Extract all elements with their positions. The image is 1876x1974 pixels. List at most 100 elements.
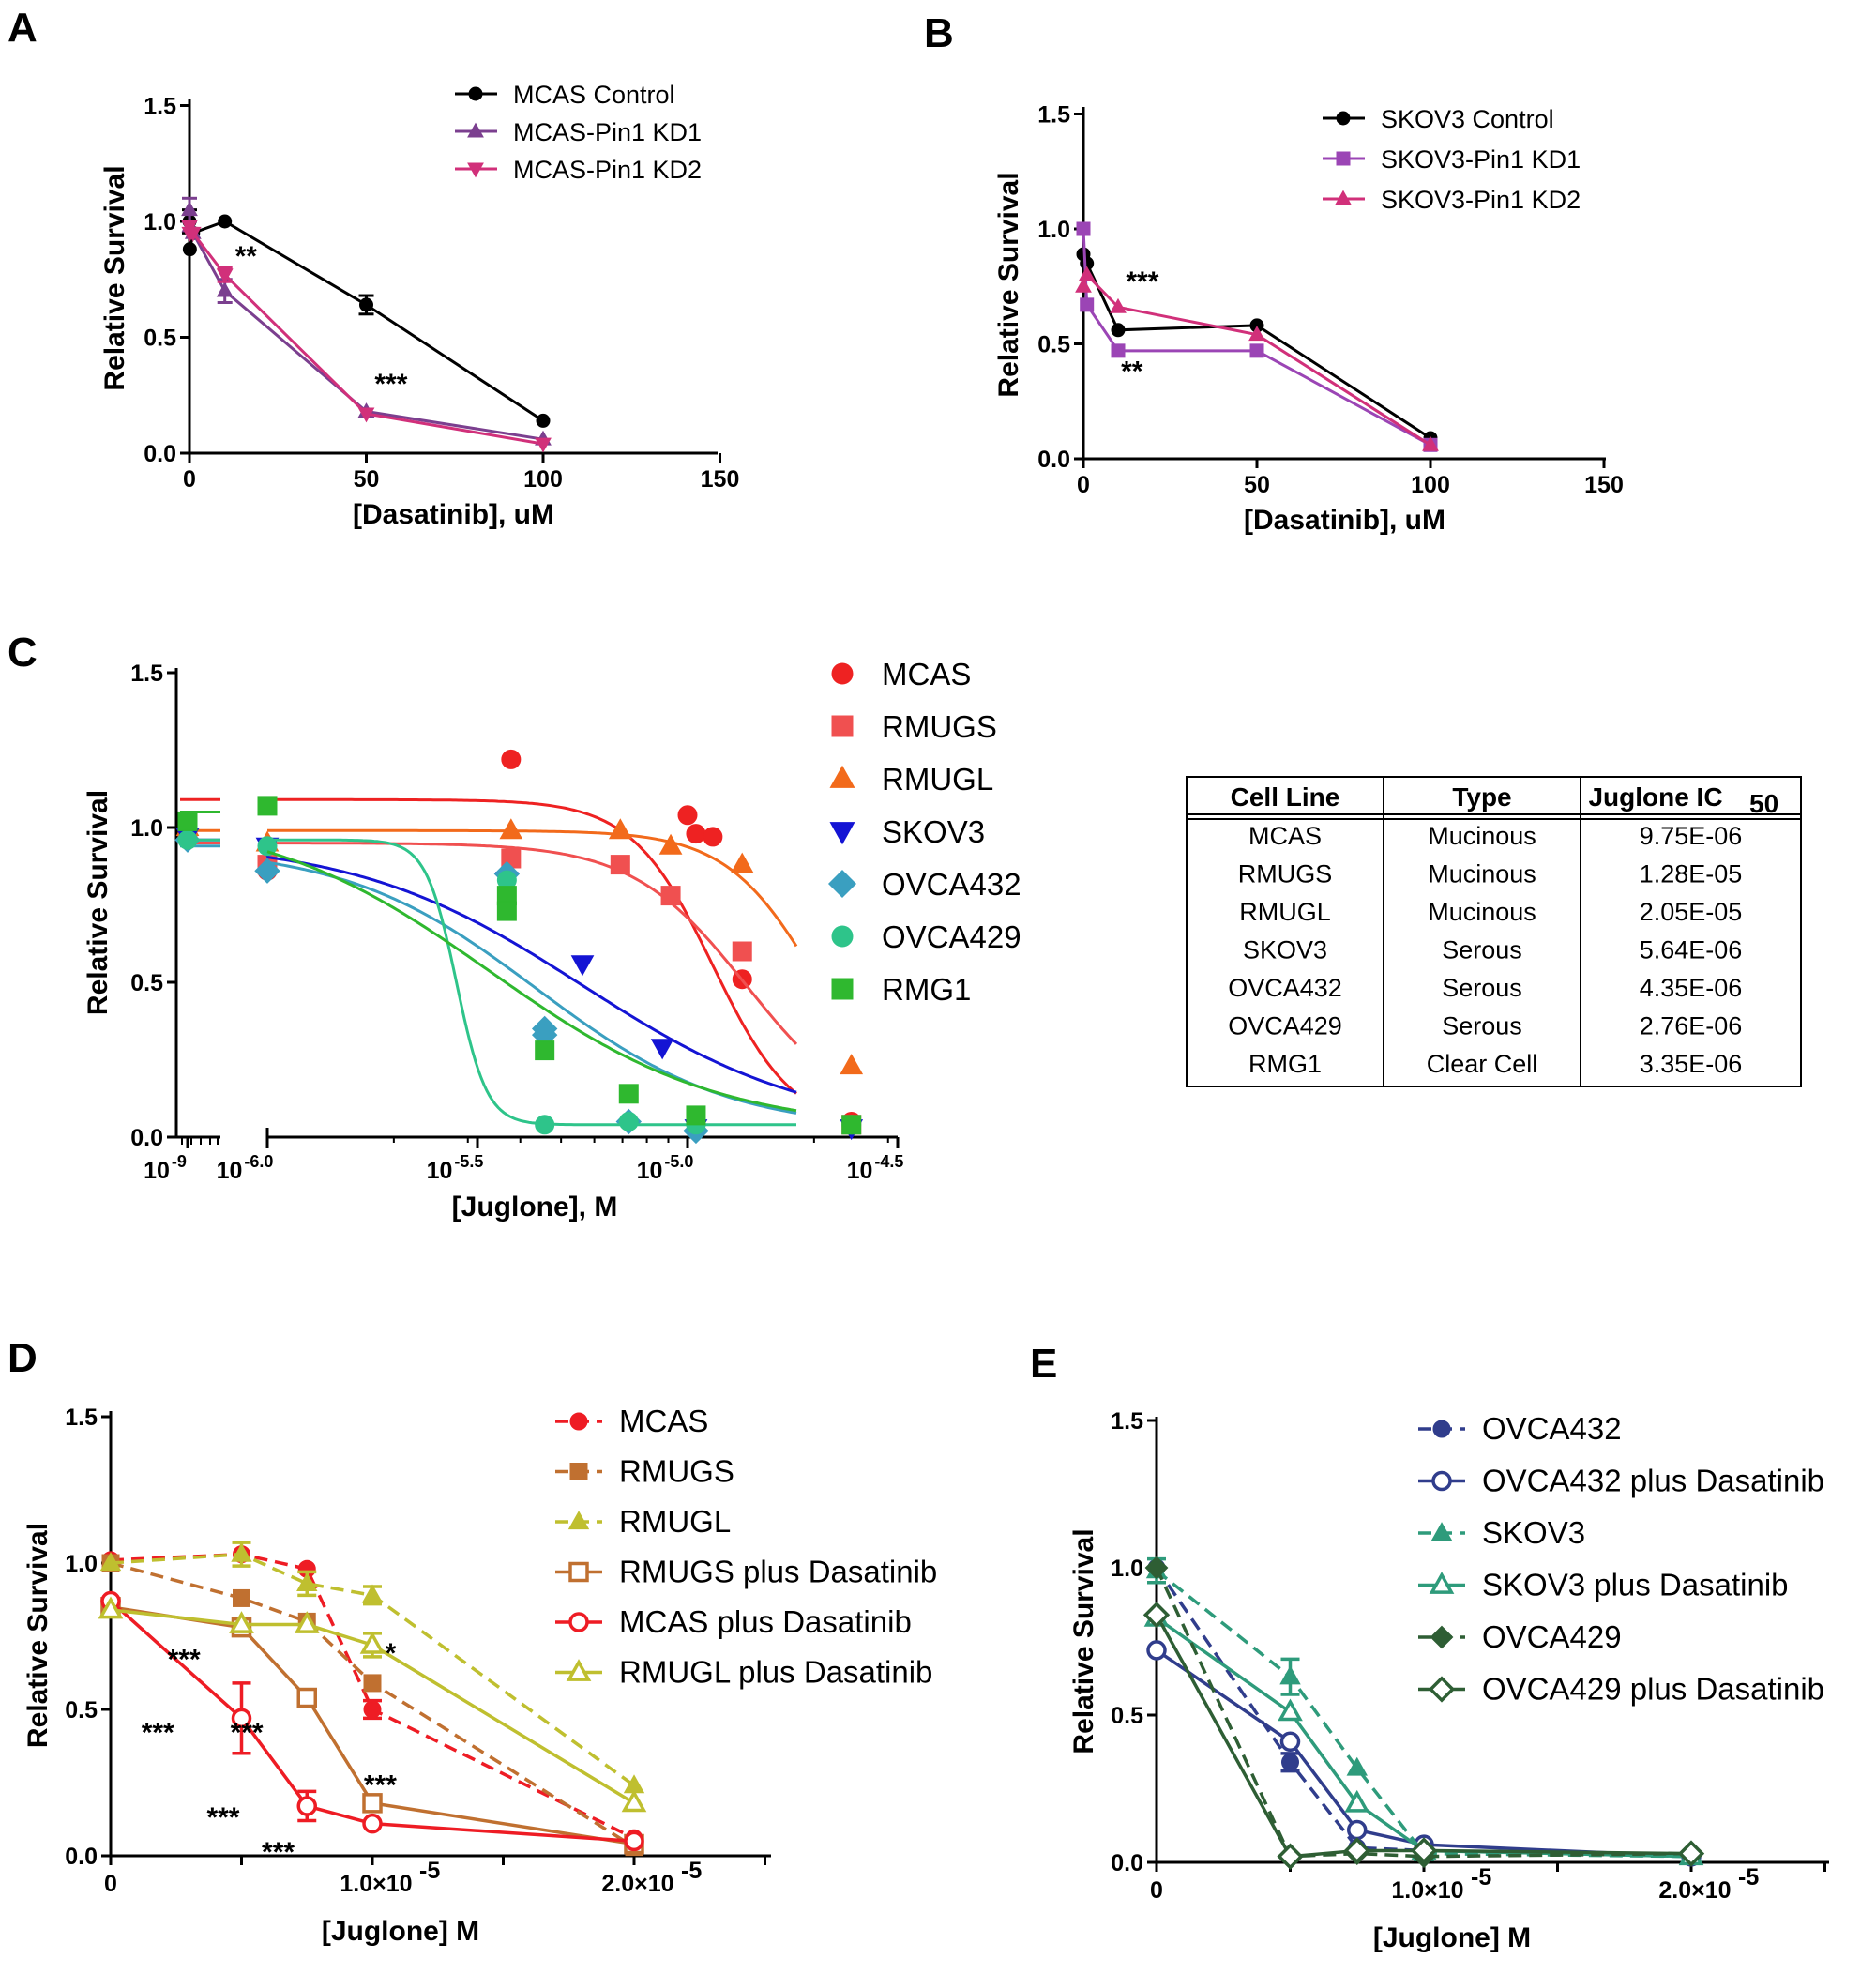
y-tick-label: 0.0 bbox=[130, 1125, 163, 1151]
data-point bbox=[535, 437, 552, 453]
table-cell: 9.75E-06 bbox=[1640, 822, 1743, 850]
data-point bbox=[231, 1542, 252, 1562]
y-tick-label: 0.0 bbox=[1111, 1850, 1143, 1876]
data-point bbox=[841, 1115, 862, 1135]
data-point bbox=[1677, 1840, 1705, 1867]
data-point bbox=[361, 1584, 384, 1603]
y-axis-title: Relative Survival bbox=[1068, 1528, 1099, 1754]
x-tick-label: 2.0×10 bbox=[1658, 1877, 1731, 1904]
legend-marker bbox=[568, 1612, 589, 1632]
data-point bbox=[216, 281, 234, 297]
data-point bbox=[254, 858, 280, 884]
data-point bbox=[177, 829, 198, 850]
panel-label: D bbox=[8, 1335, 38, 1381]
table-cell: Serous bbox=[1442, 936, 1522, 964]
data-point bbox=[181, 201, 198, 217]
x-tick-label: 50 bbox=[354, 466, 380, 493]
legend-label: MCAS bbox=[882, 657, 971, 691]
y-tick-label: 1.0 bbox=[65, 1551, 98, 1577]
x-tick-exponent: -5.5 bbox=[454, 1152, 483, 1171]
data-point bbox=[501, 749, 522, 769]
legend-label: MCAS plus Dasatinib bbox=[619, 1604, 912, 1639]
significance-marker: *** bbox=[364, 1769, 397, 1800]
panel-a: A 0.0 0.5 1.0 1.5 0 50 100 150 [Dasatinib], uM Rel… bbox=[8, 5, 739, 530]
legend-label: OVCA429 bbox=[1482, 1619, 1622, 1654]
x-tick-label: 10 -4.5 bbox=[847, 1152, 904, 1184]
data-point bbox=[1277, 1843, 1304, 1870]
legend-marker bbox=[831, 978, 854, 1000]
data-point bbox=[1142, 1602, 1171, 1629]
data-point bbox=[1110, 297, 1127, 313]
legend-marker bbox=[1431, 1470, 1452, 1492]
panel-b: B 0.0 0.5 1.0 1.5 0 50 100 150 [Dasatinib], uM Rel… bbox=[924, 10, 1624, 536]
series-skov3-pin1-kd2 bbox=[1075, 266, 1439, 451]
legend-marker bbox=[567, 1511, 590, 1530]
legend-label: RMUGL plus Dasatinib bbox=[619, 1655, 932, 1690]
panel-c: C 0.0 0.5 1.0 1.5 10 -9 10 -6.0 10 -5.5 10 -5.0 10 -4.… bbox=[8, 630, 1021, 1222]
data-point bbox=[840, 1054, 864, 1075]
data-point bbox=[703, 827, 723, 847]
data-point bbox=[1344, 1789, 1370, 1813]
legend-marker bbox=[1336, 111, 1351, 126]
x-tick-label: 10 -9 bbox=[144, 1152, 187, 1184]
data-point bbox=[1422, 435, 1439, 451]
legend-marker bbox=[1428, 1676, 1456, 1703]
data-point bbox=[686, 1105, 706, 1126]
significance-marker: * bbox=[386, 1638, 397, 1669]
legend-marker bbox=[467, 122, 484, 138]
significance-marker: *** bbox=[262, 1837, 295, 1868]
series-ovca429 bbox=[1144, 1556, 1703, 1869]
legend-marker bbox=[569, 1412, 588, 1431]
data-point bbox=[177, 811, 198, 831]
table-cell: 2.76E-06 bbox=[1640, 1012, 1743, 1040]
y-tick-label: 1.5 bbox=[1037, 102, 1070, 129]
x-tick-label: 10 -5.0 bbox=[637, 1152, 694, 1184]
legend-label: OVCA429 plus Dasatinib bbox=[1482, 1672, 1824, 1707]
data-point bbox=[618, 1112, 639, 1131]
legend-marker bbox=[1336, 151, 1351, 166]
legend-marker bbox=[566, 1659, 592, 1681]
y-axis-title: Relative Survival bbox=[993, 172, 1024, 397]
data-point bbox=[257, 836, 278, 857]
legend-marker bbox=[1429, 1572, 1455, 1594]
x-tick-exponent: -5 bbox=[681, 1858, 702, 1884]
data-point bbox=[363, 1674, 382, 1693]
x-tick-label: 150 bbox=[1584, 472, 1624, 498]
x-axis-title: [Dasatinib], uM bbox=[1244, 505, 1445, 536]
significance-marker: *** bbox=[168, 1644, 201, 1675]
y-tick-label: 0.5 bbox=[1037, 332, 1070, 358]
legend-marker bbox=[1432, 1420, 1451, 1438]
data-point bbox=[1343, 1837, 1370, 1864]
panel-label: C bbox=[8, 630, 38, 676]
y-tick-label: 0.0 bbox=[65, 1844, 98, 1870]
data-point bbox=[618, 1084, 639, 1104]
data-point bbox=[257, 796, 278, 816]
legend-label: SKOV3-Pin1 KD1 bbox=[1381, 145, 1581, 174]
legend-marker bbox=[467, 162, 484, 178]
panel-label: B bbox=[924, 10, 954, 56]
panel-label: E bbox=[1030, 1341, 1057, 1387]
data-point bbox=[1281, 1753, 1299, 1771]
legend-marker bbox=[827, 869, 857, 899]
legend-marker bbox=[831, 925, 854, 948]
x-axis-title: [Juglone] M bbox=[322, 1916, 479, 1947]
x-axis-title: [Dasatinib], uM bbox=[353, 499, 554, 530]
data-point bbox=[1279, 1731, 1301, 1753]
significance-marker: ** bbox=[1121, 357, 1143, 387]
y-tick-label: 1.5 bbox=[1111, 1408, 1143, 1435]
data-point bbox=[357, 407, 375, 423]
data-point bbox=[535, 1115, 555, 1135]
fit-curve bbox=[266, 856, 797, 1094]
table-cell: Clear Cell bbox=[1427, 1050, 1538, 1078]
legend-label: OVCA429 bbox=[882, 919, 1021, 954]
series-mcas bbox=[177, 749, 862, 1131]
table-cell: OVCA432 bbox=[1228, 974, 1342, 1002]
x-tick-label: 0 bbox=[1150, 1877, 1163, 1904]
data-point bbox=[1111, 323, 1126, 338]
table-cell: 5.64E-06 bbox=[1640, 936, 1743, 964]
x-tick-exponent: -4.5 bbox=[874, 1152, 903, 1171]
series-ovca429 bbox=[177, 829, 862, 1135]
table-cell: Mucinous bbox=[1428, 898, 1536, 926]
data-point bbox=[624, 1830, 644, 1852]
table-cell: Mucinous bbox=[1428, 860, 1536, 888]
